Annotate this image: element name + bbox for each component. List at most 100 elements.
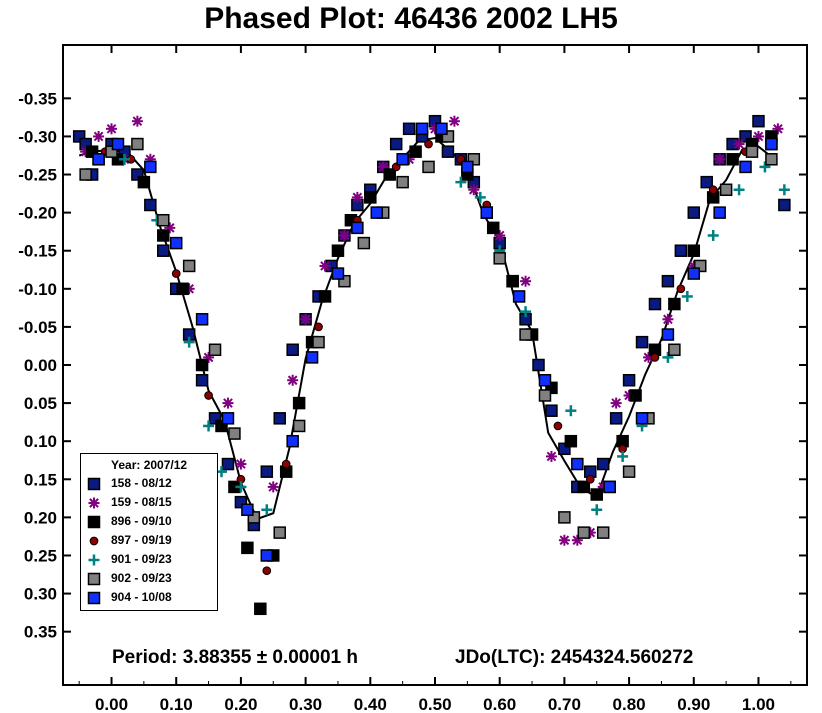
data-point-series-1 <box>351 191 363 203</box>
data-point-series-2 <box>545 381 558 395</box>
data-point-series-0 <box>208 412 222 425</box>
legend-title: Year: 2007/12 <box>111 458 188 472</box>
y-tick-label: -0.05 <box>18 318 57 337</box>
data-point-series-2 <box>85 145 99 158</box>
data-point-series-3 <box>585 474 595 484</box>
data-point-series-0 <box>131 168 144 181</box>
data-point-series-2 <box>629 389 642 402</box>
data-point-series-2 <box>409 145 422 158</box>
data-point-series-0 <box>778 198 791 212</box>
data-point-series-6 <box>370 206 384 219</box>
data-point-series-5 <box>577 526 591 539</box>
data-point-series-4 <box>617 450 629 462</box>
legend-marker-shape <box>87 515 101 529</box>
data-point-series-3 <box>314 322 323 332</box>
data-point-series-6 <box>144 160 157 174</box>
data-point-series-0 <box>609 412 623 425</box>
data-point-series-2 <box>254 602 267 616</box>
data-point-series-2 <box>331 244 345 257</box>
data-point-series-1 <box>662 313 674 325</box>
data-point-series-4 <box>203 420 215 432</box>
legend-marker-shape <box>88 497 100 509</box>
y-tick-label: -0.35 <box>18 89 57 108</box>
data-point-series-5 <box>247 511 261 524</box>
data-point-series-4 <box>591 504 603 516</box>
data-point-series-5 <box>765 153 778 166</box>
data-point-series-1 <box>714 153 726 165</box>
data-point-series-6 <box>195 313 209 326</box>
data-point-series-5 <box>273 526 286 539</box>
data-point-series-6 <box>111 137 125 151</box>
data-point-series-4 <box>662 351 674 363</box>
legend-marker <box>87 591 101 605</box>
data-point-series-0 <box>752 114 765 128</box>
data-point-series-0 <box>648 297 662 311</box>
data-point-series-3 <box>553 421 563 431</box>
data-point-series-5 <box>357 236 371 250</box>
x-tick-label: 0.20 <box>224 695 257 713</box>
data-point-series-3 <box>171 269 181 278</box>
data-point-series-4 <box>118 153 130 165</box>
data-point-series-5 <box>596 526 610 539</box>
data-point-series-6 <box>351 221 364 235</box>
data-point-series-4 <box>520 306 532 318</box>
data-point-series-4 <box>235 481 247 493</box>
x-tick-label: 1.00 <box>742 695 775 713</box>
data-point-series-0 <box>635 335 649 349</box>
y-tick-label: -0.15 <box>18 242 57 261</box>
x-tick-label: 0.00 <box>95 695 128 713</box>
data-point-series-2 <box>726 153 739 166</box>
data-point-series-1 <box>267 481 279 493</box>
x-axis: 0.00 0.10 0.20 0.30 0.40 0.50 0.60 0.70 0.80 0.90… <box>78 45 792 713</box>
data-point-series-0 <box>402 122 416 136</box>
data-point-series-3 <box>281 459 291 469</box>
data-point-series-6 <box>635 412 649 425</box>
data-point-series-1 <box>235 458 247 470</box>
data-point-series-0 <box>545 404 558 417</box>
data-point-series-1 <box>338 229 350 241</box>
data-point-series-2 <box>486 221 500 235</box>
data-point-series-3 <box>424 139 433 149</box>
data-point-series-5 <box>719 183 733 197</box>
data-point-series-3 <box>650 353 660 362</box>
data-point-series-5 <box>558 511 571 524</box>
data-point-series-0 <box>532 358 545 372</box>
data-point-series-1 <box>733 138 745 150</box>
data-point-series-5 <box>745 145 759 158</box>
data-point-series-3 <box>708 185 718 195</box>
y-tick-label: 0.10 <box>24 432 57 451</box>
y-tick-label: -0.30 <box>18 127 57 146</box>
legend: Year: 2007/12 158 - 08/12 159 - 08/15 896 … <box>80 453 218 611</box>
data-point-series-5 <box>467 153 481 166</box>
data-point-series-2 <box>564 434 578 448</box>
data-point-series-6 <box>415 122 429 136</box>
data-point-series-5 <box>131 137 144 151</box>
data-point-series-1 <box>545 450 557 462</box>
data-point-series-6 <box>396 153 409 166</box>
data-point-series-6 <box>661 328 675 341</box>
data-point-series-6 <box>713 206 726 219</box>
data-point-series-0 <box>72 130 86 143</box>
data-point-series-1 <box>131 115 143 127</box>
data-point-series-2 <box>292 396 306 410</box>
legend-label: 158 - 08/12 <box>111 476 172 490</box>
legend-marker-shape <box>87 591 101 605</box>
data-point-series-3 <box>204 391 213 400</box>
legend-label: 896 - 09/10 <box>111 514 172 528</box>
data-point-series-5 <box>519 328 532 341</box>
y-tick-label: 0.25 <box>24 546 57 565</box>
data-point-series-1 <box>610 397 622 409</box>
x-tick-label: 0.70 <box>548 695 581 713</box>
data-point-series-5 <box>622 465 636 478</box>
data-point-series-6 <box>435 122 448 136</box>
data-point-series-5 <box>493 252 506 265</box>
data-point-series-6 <box>92 153 105 166</box>
data-point-series-6 <box>571 457 584 471</box>
y-tick-label: 0.20 <box>24 508 57 527</box>
data-point-series-2 <box>215 419 228 433</box>
data-point-series-2 <box>383 168 396 181</box>
y-tick-label: -0.20 <box>18 204 57 223</box>
data-point-series-5 <box>668 343 681 357</box>
legend-label: 897 - 09/19 <box>111 533 172 547</box>
epoch-annotation: JDo(LTC): 2454324.560272 <box>455 647 693 668</box>
